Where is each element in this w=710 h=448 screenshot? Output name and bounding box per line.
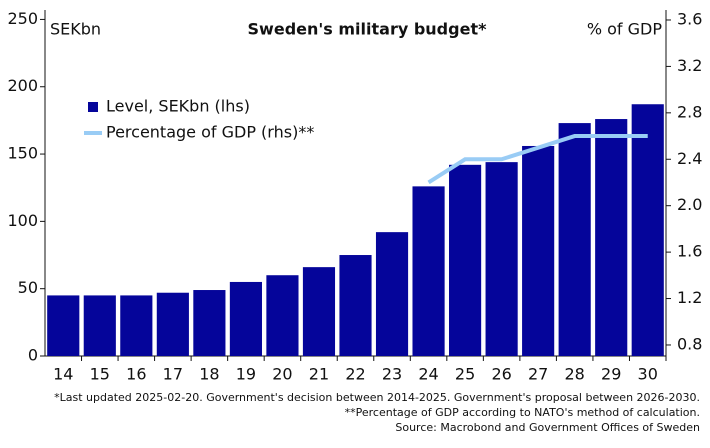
bar <box>558 123 591 356</box>
y-axis-label: SEKbn <box>50 20 101 39</box>
x-tick-label: 17 <box>163 365 183 384</box>
bar <box>339 255 372 356</box>
y2-tick-label: 3.6 <box>677 9 702 28</box>
legend-label: Level, SEKbn (lhs) <box>106 97 250 116</box>
bar <box>229 281 262 356</box>
bar <box>375 232 409 356</box>
line <box>427 134 648 185</box>
footnote: Source: Macrobond and Government Offices… <box>395 421 700 434</box>
bar <box>412 186 445 356</box>
y2-tick-label: 2.8 <box>677 102 702 121</box>
bar <box>156 292 189 356</box>
bar <box>47 295 80 356</box>
y-tick-label: 250 <box>7 9 38 28</box>
y2-tick-label: 3.2 <box>677 56 702 75</box>
x-tick-label: 24 <box>418 365 438 384</box>
x-tick-label: 23 <box>382 365 402 384</box>
footnote: *Last updated 2025-02-20. Government's d… <box>54 391 700 404</box>
y-tick-label: 200 <box>7 76 38 95</box>
legend-label: Percentage of GDP (rhs)** <box>106 123 314 142</box>
x-tick-label: 20 <box>272 365 292 384</box>
y-tick-label: 150 <box>7 144 38 163</box>
x-tick-label: 16 <box>126 365 146 384</box>
x-tick-label: 18 <box>199 365 219 384</box>
y2-tick-label: 1.2 <box>677 288 702 307</box>
x-tick-label: 27 <box>528 365 548 384</box>
y2-tick-label: 2.0 <box>677 195 702 214</box>
y-tick-label: 0 <box>28 346 38 365</box>
y2-tick-label: 0.8 <box>677 334 702 353</box>
bar <box>631 104 664 356</box>
legend-swatch <box>88 102 98 112</box>
x-tick-label: 21 <box>309 365 329 384</box>
bar <box>522 145 555 356</box>
x-tick-label: 22 <box>345 365 365 384</box>
bar <box>120 295 153 356</box>
bar <box>485 162 518 356</box>
y-tick-label: 50 <box>18 278 38 297</box>
chart-title: Sweden's military budget* <box>248 20 488 39</box>
x-tick-label: 14 <box>53 365 73 384</box>
bar <box>83 295 116 356</box>
y-tick-label: 100 <box>7 211 38 230</box>
bar <box>449 164 482 356</box>
x-tick-label: 19 <box>236 365 256 384</box>
y2-axis-label: % of GDP <box>587 20 663 39</box>
footnote: **Percentage of GDP according to NATO's … <box>345 406 700 419</box>
x-tick-label: 15 <box>90 365 110 384</box>
y2-tick-label: 1.6 <box>677 242 702 261</box>
x-tick-label: 28 <box>564 365 584 384</box>
x-tick-label: 25 <box>455 365 475 384</box>
bar <box>266 275 299 356</box>
bar <box>193 290 226 356</box>
bar <box>302 267 336 356</box>
y2-tick-label: 2.4 <box>677 149 702 168</box>
x-tick-label: 29 <box>601 365 621 384</box>
x-tick-label: 26 <box>491 365 511 384</box>
bar <box>595 119 628 356</box>
x-tick-label: 30 <box>638 365 658 384</box>
